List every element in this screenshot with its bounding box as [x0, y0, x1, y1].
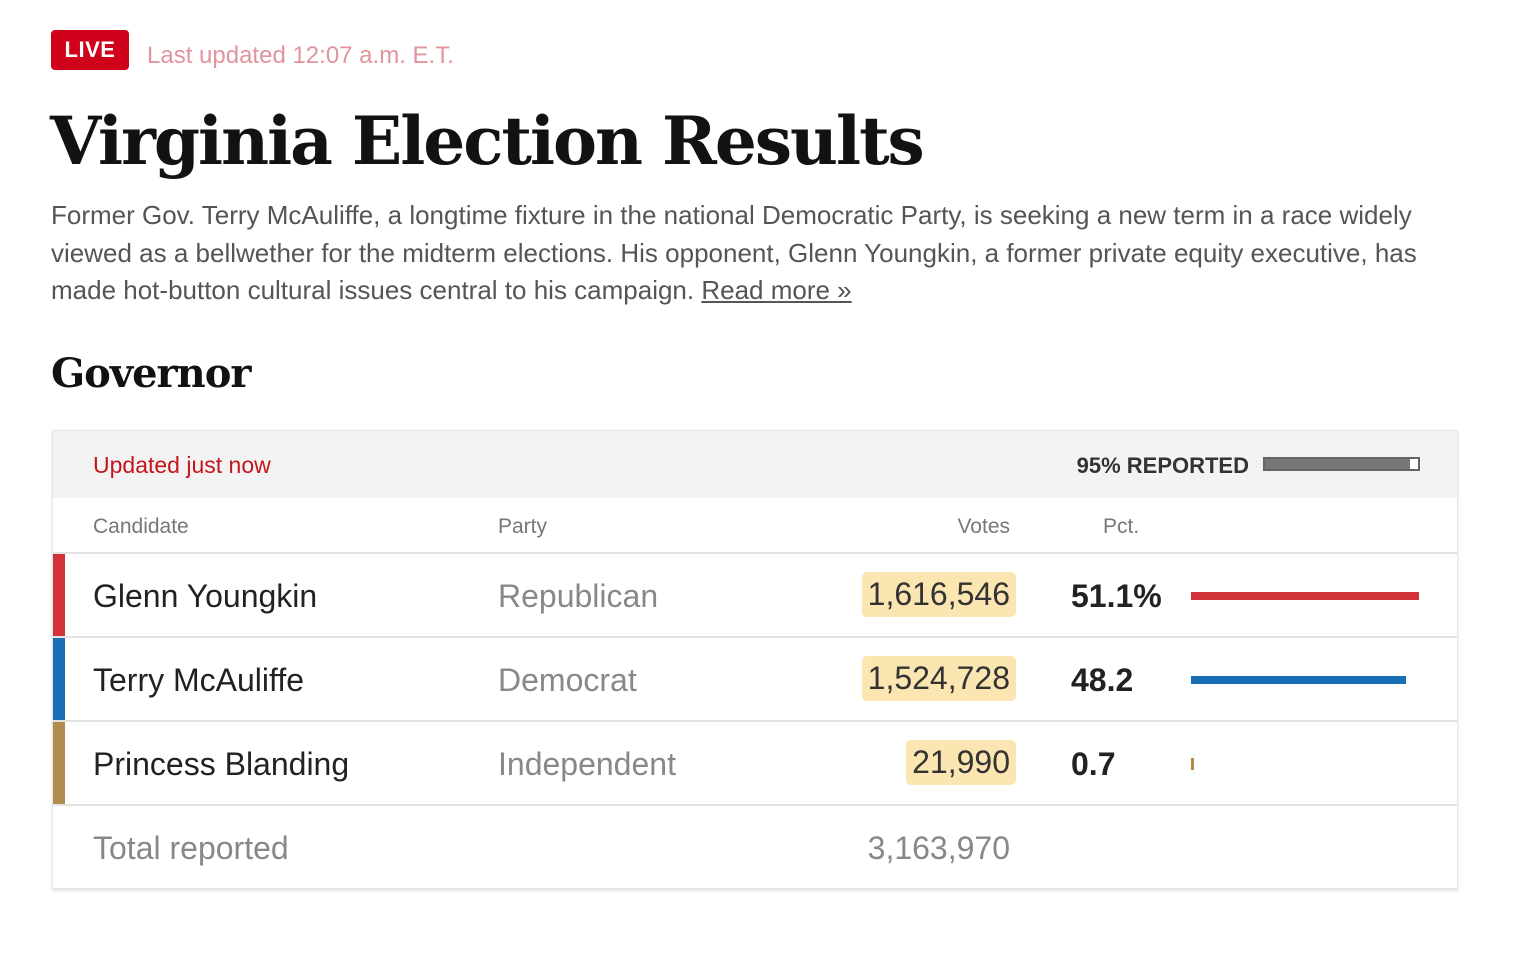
read-more-link[interactable]: Read more » [701, 275, 852, 305]
candidate-party: Democrat [498, 662, 637, 698]
candidate-pct: 0.7 [1071, 746, 1116, 782]
description: Former Gov. Terry McAuliffe, a longtime … [51, 197, 1451, 310]
reported-label: 95% REPORTED [1076, 453, 1249, 478]
reported-progress-bar [1263, 457, 1420, 471]
total-row: Total reported 3,163,970 [53, 806, 1457, 888]
candidate-row: Terry McAuliffe Democrat 1,524,728 48.2 [53, 638, 1457, 722]
candidate-pct: 48.2 [1071, 662, 1134, 698]
candidate-name: Glenn Youngkin [93, 578, 318, 614]
col-party: Party [498, 515, 548, 538]
pct-bar [1191, 676, 1407, 684]
candidate-votes: 1,524,728 [861, 656, 1016, 701]
reported-progress-fill [1265, 459, 1411, 469]
col-pct: Pct. [1103, 515, 1140, 538]
col-candidate: Candidate [93, 515, 189, 538]
live-badge: LIVE [51, 30, 129, 70]
col-votes: Votes [957, 515, 1010, 538]
party-color-stripe [53, 722, 65, 804]
results-status-bar: Updated just now 95% REPORTED [53, 431, 1457, 498]
candidate-name: Terry McAuliffe [93, 662, 305, 698]
column-headers: Candidate Party Votes Pct. [53, 498, 1457, 554]
results-table: Updated just now 95% REPORTED Candidate … [52, 430, 1458, 889]
candidate-row: Glenn Youngkin Republican 1,616,546 51.1… [53, 554, 1457, 638]
total-votes: 3,163,970 [867, 830, 1010, 866]
candidate-pct: 51.1% [1071, 578, 1162, 614]
candidate-party: Independent [498, 746, 676, 782]
page-title: Virginia Election Results [50, 102, 925, 180]
candidate-row: Princess Blanding Independent 21,990 0.7 [53, 722, 1457, 806]
last-updated: Last updated 12:07 a.m. E.T. [147, 42, 454, 69]
pct-bar [1191, 592, 1419, 600]
candidate-votes: 1,616,546 [861, 572, 1016, 617]
updated-status: Updated just now [93, 452, 271, 478]
party-color-stripe [53, 554, 65, 636]
candidate-party: Republican [498, 578, 659, 614]
candidate-votes: 21,990 [906, 740, 1016, 785]
description-text: Former Gov. Terry McAuliffe, a longtime … [51, 200, 1417, 305]
race-title: Governor [51, 350, 251, 397]
total-label: Total reported [93, 830, 289, 866]
party-color-stripe [53, 638, 65, 720]
candidate-name: Princess Blanding [93, 746, 350, 782]
pct-bar [1191, 758, 1195, 770]
